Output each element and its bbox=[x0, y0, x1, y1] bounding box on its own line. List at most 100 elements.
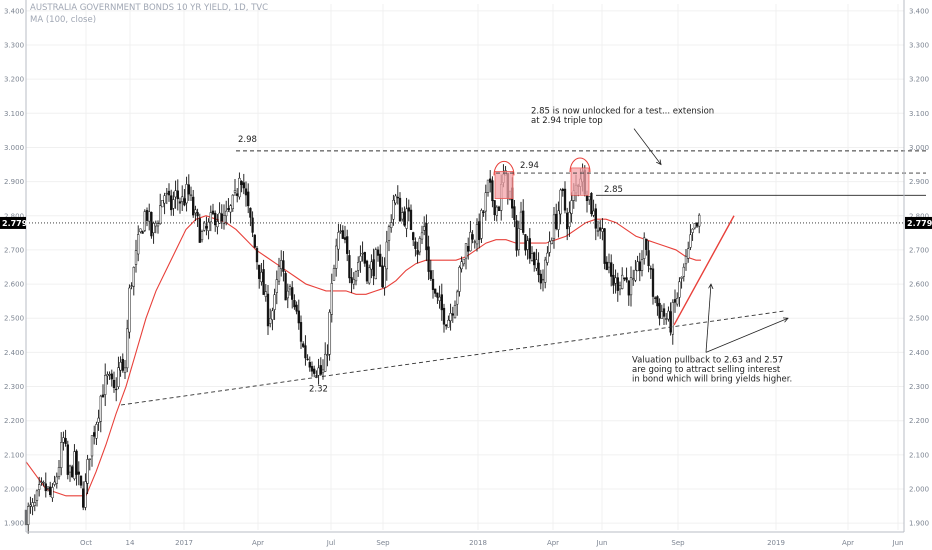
candle-body bbox=[438, 296, 441, 301]
candle-body bbox=[313, 368, 316, 374]
candle-body bbox=[247, 191, 250, 207]
candle-body bbox=[174, 190, 177, 198]
candle-body bbox=[403, 211, 406, 226]
candle-body bbox=[200, 231, 204, 241]
candle-body bbox=[425, 223, 428, 251]
candle-body bbox=[451, 313, 454, 316]
y-tick-label-left: 2.000 bbox=[4, 486, 24, 494]
candle-body bbox=[319, 365, 322, 375]
candle-body bbox=[64, 438, 67, 444]
candle-body bbox=[612, 274, 615, 286]
candle-body bbox=[585, 195, 589, 202]
candle-body bbox=[616, 277, 619, 291]
candle-body bbox=[216, 221, 219, 228]
y-tick-label-right: 3.000 bbox=[909, 144, 929, 152]
candle-body bbox=[442, 307, 446, 325]
candle-body bbox=[535, 259, 538, 269]
y-tick-label-right: 2.000 bbox=[909, 486, 929, 494]
candle-body bbox=[269, 318, 272, 324]
candle-body bbox=[233, 190, 237, 193]
candle-body bbox=[643, 237, 646, 259]
candle-body bbox=[297, 310, 300, 324]
candle-body bbox=[44, 483, 47, 492]
annotation-arrow bbox=[633, 128, 661, 165]
candle-body bbox=[625, 277, 628, 281]
candle-body bbox=[361, 252, 364, 255]
candle-body bbox=[115, 388, 118, 391]
candle-body bbox=[282, 260, 285, 272]
last-price-right: 2.779 bbox=[907, 219, 932, 228]
candle-body bbox=[88, 458, 91, 460]
candle-body bbox=[176, 190, 179, 200]
annotation-line: Valuation pullback to 2.63 and 2.57 bbox=[632, 356, 783, 366]
candle-body bbox=[559, 189, 562, 215]
y-tick-label-left: 3.400 bbox=[4, 7, 24, 15]
candle-body bbox=[671, 302, 674, 335]
candle-body bbox=[253, 234, 256, 248]
candle-body bbox=[592, 210, 595, 216]
candle-body bbox=[561, 188, 564, 191]
candle-body bbox=[429, 270, 432, 280]
candle-body bbox=[605, 261, 608, 271]
annotation-line: in bond which will bring yields higher. bbox=[632, 375, 792, 385]
x-tick-label: Apr bbox=[252, 539, 264, 547]
x-tick-label: Jul bbox=[326, 539, 336, 547]
candle-body bbox=[667, 310, 670, 320]
highlight-box bbox=[494, 171, 514, 199]
candle-body bbox=[614, 277, 617, 284]
candle-body bbox=[38, 484, 41, 490]
candle-body bbox=[119, 361, 122, 371]
candle-body bbox=[326, 354, 329, 356]
candle-body bbox=[99, 395, 102, 422]
candle-body bbox=[249, 207, 252, 218]
candle-body bbox=[156, 223, 160, 227]
candle-body bbox=[163, 195, 166, 204]
candle-body bbox=[310, 366, 314, 372]
candle-body bbox=[117, 367, 120, 388]
candle-body bbox=[280, 260, 283, 269]
candle-body bbox=[460, 261, 463, 270]
candle-body bbox=[588, 196, 591, 201]
x-tick-label: Sep bbox=[376, 539, 390, 547]
candle-body bbox=[97, 417, 100, 423]
candle-body bbox=[132, 267, 135, 287]
candle-body bbox=[346, 236, 349, 254]
candle-body bbox=[222, 215, 226, 224]
candle-body bbox=[517, 228, 520, 250]
candle-body bbox=[108, 373, 111, 376]
candle-body bbox=[35, 490, 39, 501]
candle-body bbox=[77, 471, 80, 475]
y-tick-label-left: 3.200 bbox=[4, 76, 24, 84]
candle-body bbox=[453, 305, 457, 319]
candle-body bbox=[185, 184, 188, 204]
candle-body bbox=[570, 200, 573, 214]
candle-body bbox=[440, 294, 443, 311]
candle-body bbox=[368, 267, 371, 284]
candle-body bbox=[647, 250, 650, 267]
candle-body bbox=[541, 278, 545, 281]
candle-body bbox=[218, 212, 221, 224]
candle-body bbox=[669, 311, 672, 333]
candle-body bbox=[341, 230, 344, 239]
candle-body bbox=[240, 181, 243, 185]
y-tick-label-right: 3.100 bbox=[909, 110, 929, 118]
candle-body bbox=[660, 311, 663, 319]
candle-body bbox=[242, 182, 245, 189]
candle-body bbox=[651, 268, 655, 297]
x-tick-label: Apr bbox=[842, 539, 854, 547]
candle-body bbox=[482, 211, 485, 213]
candle-body bbox=[405, 208, 408, 229]
candle-body bbox=[121, 358, 124, 371]
candle-body bbox=[445, 324, 448, 327]
candle-body bbox=[603, 228, 606, 264]
candle-body bbox=[339, 230, 342, 233]
y-tick-label-left: 2.700 bbox=[4, 246, 24, 254]
annotation-text: Valuation pullback to 2.63 and 2.57 are g… bbox=[632, 356, 792, 385]
x-tick-label: Oct bbox=[80, 539, 92, 547]
highlight-arc bbox=[493, 160, 515, 176]
candle-body bbox=[431, 278, 435, 290]
x-tick-label: Apr bbox=[547, 539, 559, 547]
candle-body bbox=[436, 292, 439, 298]
candle-body bbox=[649, 268, 652, 270]
